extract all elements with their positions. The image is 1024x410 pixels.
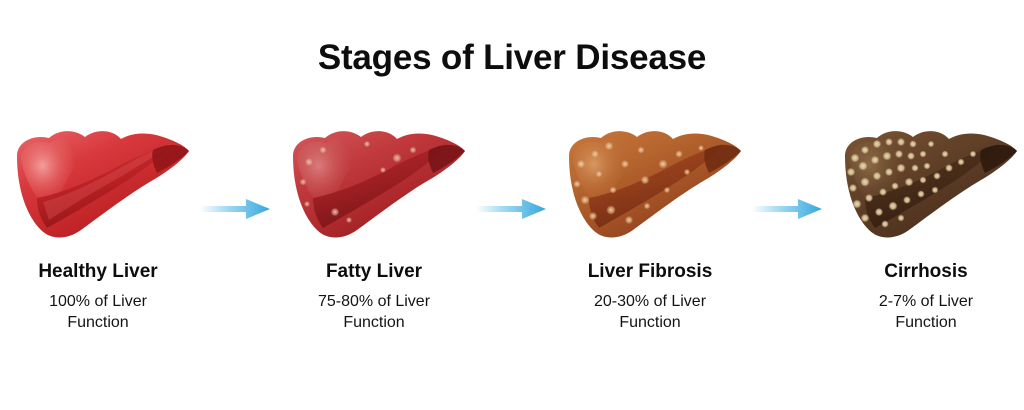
progression-arrow-1 xyxy=(198,118,274,246)
stage-cirrhosis: Cirrhosis 2-7% of Liver Function xyxy=(826,118,1024,334)
stage-function: 20-30% of Liver Function xyxy=(593,292,707,332)
stage-fatty-liver: Fatty Liver 75-80% of Liver Function xyxy=(274,118,474,334)
cirrhosis-liver-illustration xyxy=(826,118,1024,246)
stage-healthy-liver: Healthy Liver 100% of Liver Function xyxy=(0,118,198,334)
page-title: Stages of Liver Disease xyxy=(317,38,707,77)
healthy-liver-illustration xyxy=(0,118,198,246)
stage-name: Cirrhosis xyxy=(884,261,968,282)
stage-liver-fibrosis: Liver Fibrosis 20-30% of Liver Function xyxy=(550,118,750,334)
stage-function: 2-7% of Liver Function xyxy=(878,292,974,332)
stages-row: Healthy Liver 100% of Liver Function xyxy=(0,118,1024,358)
fatty-liver-illustration xyxy=(274,118,474,246)
stage-function: 75-80% of Liver Function xyxy=(317,292,431,332)
progression-arrow-2 xyxy=(474,118,550,246)
stage-function: 100% of Liver Function xyxy=(49,292,147,332)
stage-name: Healthy Liver xyxy=(38,261,158,282)
stage-name: Fatty Liver xyxy=(325,261,423,282)
fibrosis-liver-illustration xyxy=(550,118,750,246)
progression-arrow-3 xyxy=(750,118,826,246)
stage-name: Liver Fibrosis xyxy=(587,261,713,282)
